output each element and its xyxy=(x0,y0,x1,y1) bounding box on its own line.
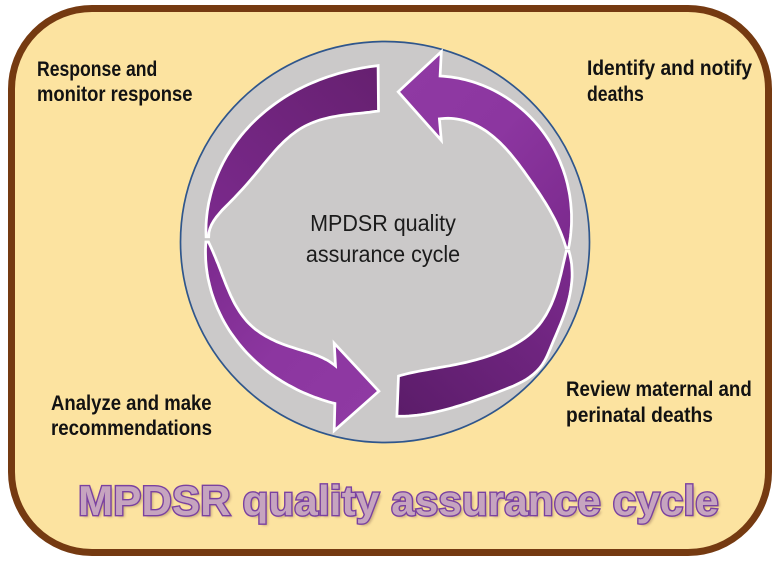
svg-text:MPDSR quality assurance cycle: MPDSR quality assurance cycle xyxy=(81,479,722,526)
svg-text:MPDSR quality assurance cycle: MPDSR quality assurance cycle xyxy=(78,477,719,524)
